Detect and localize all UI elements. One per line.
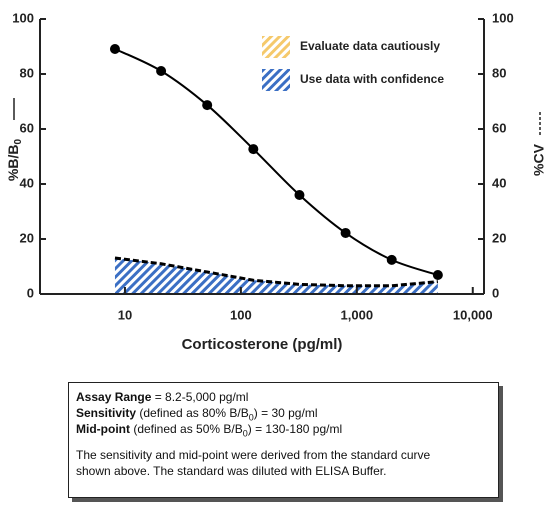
spacer	[76, 437, 491, 447]
y-tick-label: 0	[27, 285, 34, 300]
info-note: shown above. The standard was diluted wi…	[76, 464, 387, 478]
info-text: (defined as 50% B/B	[129, 422, 243, 436]
y-label-main: %B/B	[5, 145, 21, 182]
data-point	[340, 227, 351, 238]
x-axis-label: Corticosterone (pg/ml)	[182, 336, 343, 353]
data-point	[248, 144, 259, 155]
y-tick-label: 80	[20, 65, 34, 80]
x-tick-label: 1,000	[341, 307, 374, 322]
cv-area	[114, 257, 438, 294]
info-text: = 8.2-5,000 pg/ml	[151, 390, 249, 404]
y2-tick-label: 80	[492, 65, 506, 80]
info-text: ) = 30 pg/ml	[253, 406, 318, 420]
info-note: The sensitivity and mid-point were deriv…	[76, 448, 431, 462]
cv-line	[114, 256, 438, 288]
info-text: (defined as 80% B/B	[136, 406, 249, 420]
data-point	[109, 43, 120, 54]
legend-label: Evaluate data cautiously	[300, 39, 440, 53]
y-axis-label: %B/B0	[5, 139, 24, 182]
y-label-sub: 0	[13, 139, 24, 145]
info-text: ) = 130-180 pg/ml	[247, 422, 343, 436]
data-point	[386, 254, 397, 265]
data-point	[294, 190, 305, 200]
y2-axis-label: %CV	[531, 143, 547, 176]
info-line: Sensitivity (defined as 80% B/B0) = 30 p…	[76, 405, 491, 423]
y2-tick-label: 20	[492, 230, 506, 245]
x-tick-label: 10,000	[453, 307, 493, 322]
y-tick-label: 60	[20, 120, 34, 135]
y2-tick-label: 100	[492, 10, 514, 25]
data-point	[156, 65, 167, 76]
info-term: Sensitivity	[76, 406, 137, 420]
x-tick-label: 10	[118, 307, 132, 322]
legend-label: Use data with confidence	[300, 72, 444, 86]
info-text: 0	[242, 428, 248, 439]
data-point	[432, 270, 443, 281]
legend-swatch	[262, 69, 290, 91]
y2-tick-label: 40	[492, 175, 506, 190]
info-text: 0	[248, 412, 254, 423]
y-tick-label: 100	[12, 10, 34, 25]
standard-curve	[114, 48, 439, 276]
chart: Corticosterone (pg/ml) %B/B0 %CV 0204060…	[5, 10, 547, 353]
y-tick-label: 20	[20, 230, 34, 245]
x-tick-label: 100	[230, 307, 252, 322]
info-term: Assay Range	[76, 390, 152, 404]
data-point	[202, 100, 213, 111]
info-box: Assay Range = 8.2-5,000 pg/ml Sensitivity…	[68, 382, 499, 498]
info-line: Mid-point (defined as 50% B/B0) = 130-18…	[76, 421, 491, 439]
legend-swatch	[262, 36, 290, 58]
info-term: Mid-point	[76, 422, 130, 436]
y2-tick-label: 60	[492, 120, 506, 135]
y-tick-label: 40	[20, 175, 34, 190]
info-line: Assay Range = 8.2-5,000 pg/ml	[76, 389, 491, 405]
y2-tick-label: 0	[492, 285, 499, 300]
